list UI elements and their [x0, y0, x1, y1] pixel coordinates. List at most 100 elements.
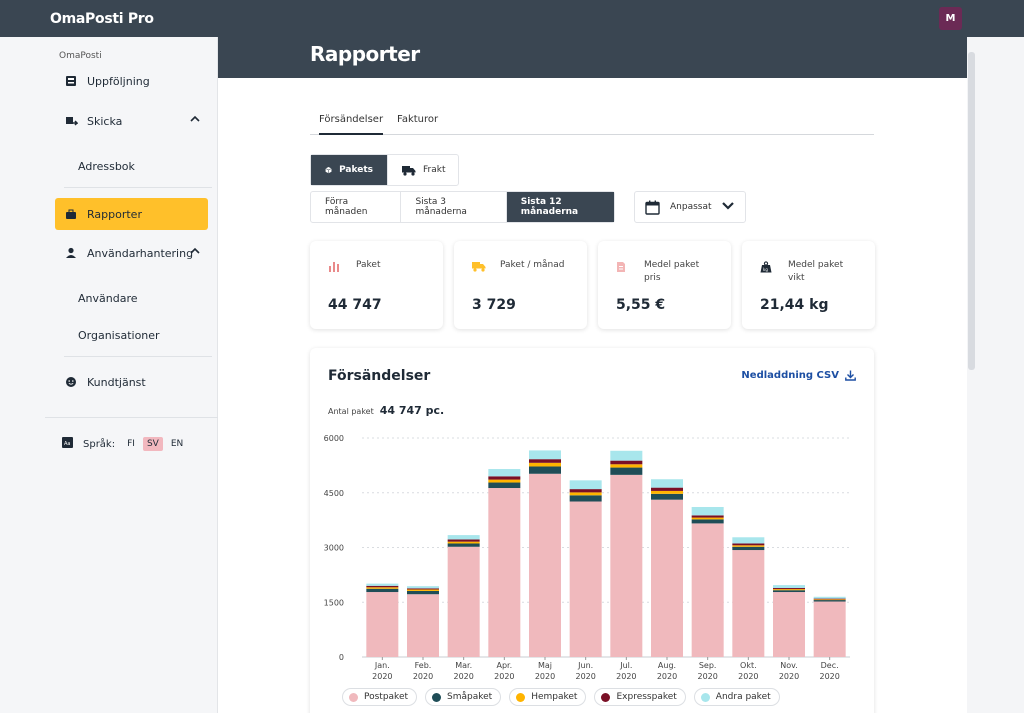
briefcase-icon [64, 207, 78, 221]
period-last-month-button[interactable]: Förra månaden [311, 192, 402, 222]
sidebar-divider [64, 356, 212, 357]
bar-segment [488, 476, 521, 480]
legend-item[interactable]: Småpaket [425, 688, 502, 706]
x-tick-year-label: 2020 [535, 672, 555, 681]
x-tick-label: Sep. [699, 661, 717, 670]
type-frakt-button[interactable]: Frakt [388, 155, 459, 185]
tab-forsandelser[interactable]: Försändelser [319, 114, 384, 135]
sidebar-item-kundtjanst[interactable]: Kundtjänst [55, 366, 208, 398]
legend-swatch [601, 692, 611, 702]
period-last-3-months-button[interactable]: Sista 3 månaderna [401, 192, 507, 222]
legend-label: Hempaket [531, 692, 578, 702]
kpi-value: 44 747 [328, 297, 382, 313]
type-pakets-label: Pakets [339, 165, 373, 175]
x-tick-year-label: 2020 [575, 672, 595, 681]
sidebar-divider [64, 187, 212, 188]
sidebar-divider [45, 417, 218, 418]
period-last-12-months-button[interactable]: Sista 12 månaderna [506, 192, 614, 222]
bar-segment [488, 469, 521, 477]
bar-segment [813, 599, 846, 601]
chevron-up-icon[interactable] [190, 247, 200, 255]
calendar-icon [645, 200, 660, 215]
bar-segment [366, 585, 399, 588]
y-tick-label: 1500 [324, 598, 344, 607]
tab-fakturor[interactable]: Fakturor [397, 114, 439, 125]
bar-segment [447, 543, 480, 547]
sidebar-item-rapporter[interactable]: Rapporter [55, 198, 208, 230]
y-tick-label: 6000 [324, 434, 344, 443]
document-icon [617, 262, 625, 272]
app-logo[interactable]: OmaPosti Pro [50, 10, 154, 27]
legend-item[interactable]: Andra paket [693, 688, 780, 706]
bar-segment [691, 523, 724, 657]
legend-swatch [432, 692, 442, 702]
bar-segment [407, 586, 439, 589]
avatar[interactable]: M [939, 7, 962, 30]
bar-segment [529, 462, 561, 467]
language-option-fi[interactable]: FI [127, 439, 135, 449]
bar-segment [773, 585, 805, 589]
legend-swatch [349, 692, 358, 702]
x-tick-label: Jan. [374, 661, 390, 670]
x-tick-label: Nov. [780, 661, 798, 670]
bar-segment [529, 459, 561, 463]
language-option-en[interactable]: EN [170, 439, 184, 449]
page-title: Rapporter [310, 42, 420, 66]
bar-segment [366, 587, 399, 589]
bar-segment [569, 489, 602, 493]
bar-segment [569, 495, 602, 502]
chevron-down-icon [722, 202, 734, 210]
legend-label: Expresspaket [616, 692, 677, 702]
inbox-icon [64, 74, 78, 88]
x-tick-label: Dec. [821, 661, 839, 670]
sidebar-item-skicka[interactable]: Skicka [55, 105, 208, 137]
legend-item[interactable]: Expresspaket [594, 688, 686, 706]
page-banner: Rapporter [218, 37, 967, 78]
sidebar-item-anvandare[interactable]: Användare [78, 292, 138, 305]
bar-segment [610, 450, 643, 461]
sidebar-item-label: Användarhantering [87, 246, 194, 260]
bar-segment [610, 474, 643, 657]
sidebar-item-anvandarhantering[interactable]: Användarhantering [55, 237, 208, 269]
sidebar-item-label: Skicka [87, 114, 123, 128]
y-tick-label: 3000 [324, 544, 344, 553]
sidebar-item-organisationer[interactable]: Organisationer [78, 329, 160, 342]
legend-item[interactable]: Postpaket [342, 688, 418, 706]
kpi-value: 5,55 € [616, 297, 666, 313]
scrollbar-thumb[interactable] [968, 52, 975, 370]
x-tick-year-label: 2020 [738, 672, 758, 681]
type-pakets-button[interactable]: Pakets [311, 155, 388, 185]
kpi-value: 21,44 kg [760, 297, 829, 313]
legend-swatch [516, 692, 526, 702]
type-toggle: Pakets Frakt [310, 154, 459, 186]
bar-segment [529, 466, 561, 474]
x-tick-year-label: 2020 [616, 672, 636, 681]
x-tick-label: Maj [538, 661, 552, 670]
x-tick-label: Okt. [740, 661, 757, 670]
bar-segment [651, 499, 683, 657]
bar-segment [732, 545, 765, 547]
top-bar: OmaPosti Pro M [0, 0, 1024, 37]
x-tick-year-label: 2020 [372, 672, 392, 681]
custom-period-dropdown[interactable]: Anpassat [634, 191, 746, 223]
bar-segment [813, 601, 846, 657]
bar-segment [813, 600, 846, 602]
chevron-up-icon[interactable] [190, 115, 200, 123]
sidebar-item-uppfoljning[interactable]: Uppföljning [55, 65, 208, 97]
legend-item[interactable]: Hempaket [509, 688, 587, 706]
box-icon [325, 167, 332, 174]
chart-legend: Postpaket Småpaket Hempaket Expresspaket And… [342, 688, 788, 706]
bar-segment [691, 515, 724, 518]
download-csv-label: Nedladdning CSV [741, 370, 839, 381]
kpi-card-paket-per-manad: Paket / månad 3 729 [454, 241, 587, 329]
bar-segment [569, 501, 602, 657]
bar-segment [610, 467, 643, 475]
kpi-label: Paket / månad [500, 260, 565, 270]
sidebar-item-adressbok[interactable]: Adressbok [78, 160, 135, 173]
legend-label: Postpaket [364, 692, 409, 702]
scrollbar-track[interactable] [967, 37, 1024, 713]
download-csv-link[interactable]: Nedladdning CSV [741, 370, 856, 381]
x-tick-year-label: 2020 [413, 672, 433, 681]
language-option-sv[interactable]: SV [142, 437, 163, 451]
send-package-icon [64, 114, 78, 128]
